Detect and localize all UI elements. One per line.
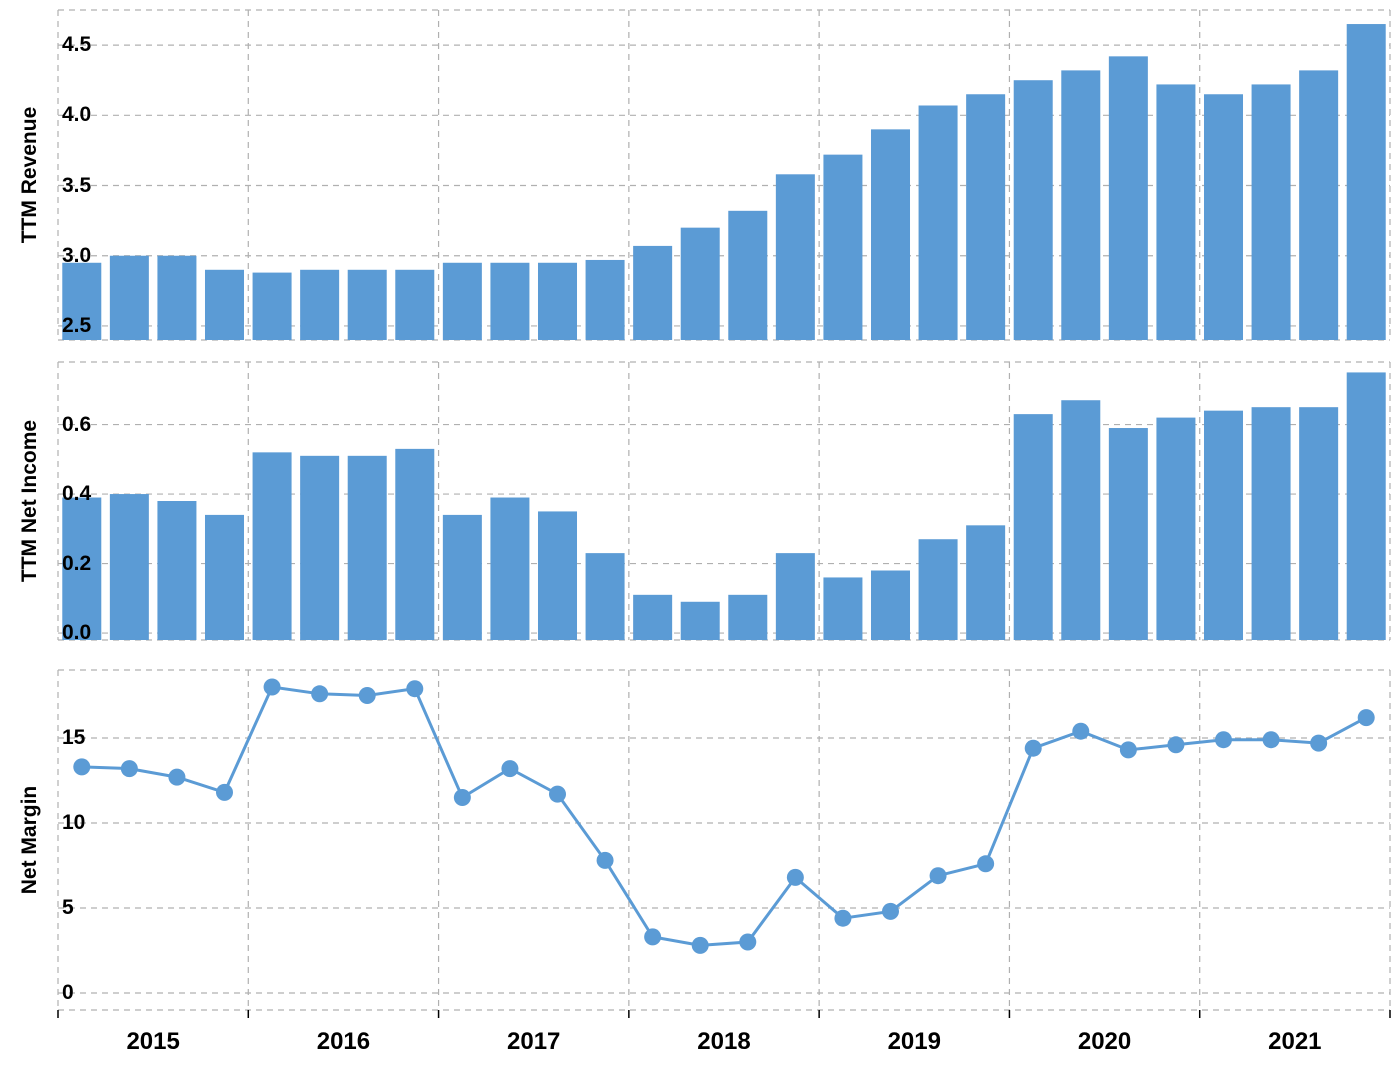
revenue-ytick: 2.5 [62, 314, 91, 338]
revenue-ytick: 3.5 [62, 174, 91, 198]
x-year-label: 2021 [1255, 1028, 1335, 1056]
x-year-label: 2017 [494, 1028, 574, 1056]
margin-ytick: 0 [62, 981, 74, 1005]
margin-ytick: 5 [62, 896, 74, 920]
revenue-ytick: 4.5 [62, 33, 91, 57]
margin-ytick: 15 [62, 726, 85, 750]
margin-ytick: 10 [62, 811, 85, 835]
chart-svg [0, 0, 1400, 1073]
margin-ylabel: Net Margin [18, 740, 42, 940]
x-year-label: 2020 [1065, 1028, 1145, 1056]
netincome-ylabel: TTM Net Income [18, 401, 42, 601]
revenue-ytick: 3.0 [62, 244, 91, 268]
x-year-label: 2019 [874, 1028, 954, 1056]
netincome-ytick: 0.0 [62, 621, 91, 645]
netincome-ytick: 0.2 [62, 552, 91, 576]
x-year-label: 2018 [684, 1028, 764, 1056]
revenue-ytick: 4.0 [62, 103, 91, 127]
x-year-label: 2015 [113, 1028, 193, 1056]
revenue-ylabel: TTM Revenue [18, 75, 42, 275]
chart-container: 2.5 3.0 3.5 4.0 4.5 TTM Revenue 0.0 0.2 0.4 0.6 TT… [0, 0, 1400, 1073]
x-year-label: 2016 [303, 1028, 383, 1056]
netincome-ytick: 0.6 [62, 413, 91, 437]
netincome-ytick: 0.4 [62, 482, 91, 506]
